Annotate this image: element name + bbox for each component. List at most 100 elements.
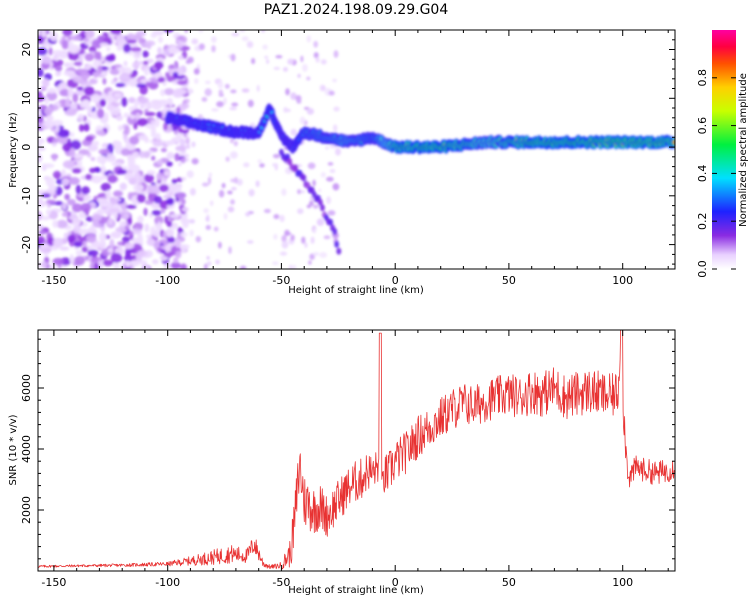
heatmap-cell-798: [38, 110, 42, 117]
heatmap-cell-469: [151, 209, 162, 216]
heatmap-cell-992: [261, 30, 266, 33]
heatmap-cell-1083: [185, 132, 189, 138]
heatmap-cell-1113: [221, 182, 226, 189]
heatmap-cell-701: [71, 103, 78, 110]
heatmap-cell-1046: [313, 227, 317, 234]
heatmap-xtick-label-3: 0: [392, 274, 399, 287]
heatmap-cell-805: [137, 233, 143, 243]
heatmap-cell-606: [169, 213, 180, 219]
heatmap-cell-739: [119, 220, 127, 228]
heatmap-cell-563: [107, 217, 114, 226]
heatmap-cell-769: [52, 170, 62, 179]
heatmap-cell-655: [167, 237, 176, 244]
heatmap-cell-991: [184, 154, 190, 158]
snr-xtick-label-2: -50: [272, 576, 290, 589]
heatmap-cell-916: [325, 146, 329, 150]
heatmap-cell-1063: [231, 32, 240, 37]
heatmap-cell-1098: [288, 264, 293, 269]
heatmap-cell-24: [123, 60, 128, 67]
figure-title: PAZ1.2024.198.09.29.G04: [264, 2, 449, 18]
heatmap-cell-1062: [230, 199, 235, 205]
heatmap-cell-924: [228, 246, 232, 254]
heatmap-cell-1003: [210, 200, 214, 206]
heatmap-cell-1037: [216, 101, 224, 108]
heatmap-cell-1089: [312, 179, 316, 187]
heatmap-cell-40: [119, 182, 128, 191]
heatmap-cell-694: [115, 115, 123, 121]
heatmap-cell-874: [125, 260, 131, 268]
heatmap-cell-442: [166, 161, 173, 167]
snr-frame: [37, 329, 676, 572]
heatmap-cell-776: [49, 264, 57, 269]
heatmap-cell-999: [296, 99, 302, 104]
heatmap-cell-877: [122, 212, 130, 220]
heatmap-cell-612: [104, 111, 109, 122]
heatmap-cell-1000: [218, 189, 225, 198]
heatmap-cell-973: [328, 90, 335, 96]
colorbar-tick-label-0: 0.0: [696, 260, 709, 278]
heatmap-cell-1050: [329, 144, 337, 149]
heatmap-cell-855: [41, 261, 48, 269]
heatmap-cell-835: [163, 30, 174, 33]
heatmap-cell-971: [185, 137, 190, 145]
heatmap-cell-213: [150, 103, 159, 109]
heatmap-cell-700: [44, 96, 49, 105]
heatmap-cell-868: [142, 60, 149, 65]
heatmap-cell-1045: [248, 189, 255, 197]
heatmap-cell-918: [323, 235, 331, 240]
heatmap-cell-899: [156, 111, 163, 119]
heatmap-cell-1128: [301, 174, 307, 182]
heatmap-cell-975: [281, 234, 287, 243]
heatmap-cell-307: [145, 234, 152, 239]
heatmap-cell-807: [78, 211, 87, 219]
heatmap-cell-787: [62, 160, 75, 169]
heatmap-cell-535: [139, 150, 145, 159]
heatmap-cell-721: [150, 132, 158, 138]
heatmap-cell-802: [38, 137, 44, 144]
heatmap-cell-755: [166, 229, 174, 238]
heatmap-cell-410: [176, 80, 188, 86]
heatmap-cell-751: [68, 176, 80, 185]
heatmap-cell-579: [91, 39, 103, 49]
heatmap-cell-430: [157, 221, 162, 230]
heatmap-cell-1136: [317, 198, 323, 206]
heatmap-cell-566: [75, 249, 84, 256]
colorbar-tick-label-3: 0.6: [696, 117, 709, 135]
heatmap-cell-254: [38, 224, 44, 230]
heatmap-cell-841: [109, 208, 121, 213]
heatmap-cell-815: [117, 66, 126, 74]
heatmap-cell-954: [181, 207, 190, 212]
heatmap-cell-872: [145, 81, 151, 88]
heatmap-cell-1067: [195, 235, 202, 243]
heatmap-cell-904: [259, 163, 265, 168]
heatmap-cell-966: [319, 252, 328, 258]
heatmap-cell-881: [85, 135, 94, 142]
heatmap-cell-1090: [230, 178, 237, 183]
heatmap-cell-941: [198, 30, 204, 33]
heatmap-cell-1071: [320, 172, 326, 178]
heatmap-cell-1106: [273, 233, 278, 240]
heatmap-cell-844: [136, 193, 146, 203]
heatmap-cell-1109: [198, 43, 205, 51]
heatmap-cell-706: [177, 227, 183, 233]
heatmap-cell-822: [45, 209, 52, 215]
heatmap-cell-1121: [287, 158, 293, 166]
heatmap-cell-960: [262, 44, 268, 50]
heatmap-cell-608: [99, 42, 109, 47]
heatmap-cell-858: [91, 93, 101, 103]
heatmap-cell-1033: [282, 67, 289, 72]
heatmap-cell-552: [70, 35, 82, 41]
colorbar-bar: [712, 30, 736, 269]
heatmap-cell-949: [306, 35, 312, 43]
heatmap-cell-1143: [332, 228, 338, 235]
heatmap-cell-781: [84, 30, 95, 39]
heatmap-cell-464: [73, 241, 83, 248]
heatmap-cell-998: [297, 188, 301, 195]
heatmap-xlabel: Height of straight line (km): [288, 285, 424, 296]
heatmap-cell-876: [177, 132, 185, 138]
colorbar-label: Normalized spectral amplitude: [738, 73, 749, 227]
heatmap-cell-861: [38, 195, 43, 203]
heatmap-cell-164: [132, 49, 142, 60]
heatmap-cell-363: [154, 215, 164, 225]
heatmap-cell-416: [112, 261, 120, 269]
